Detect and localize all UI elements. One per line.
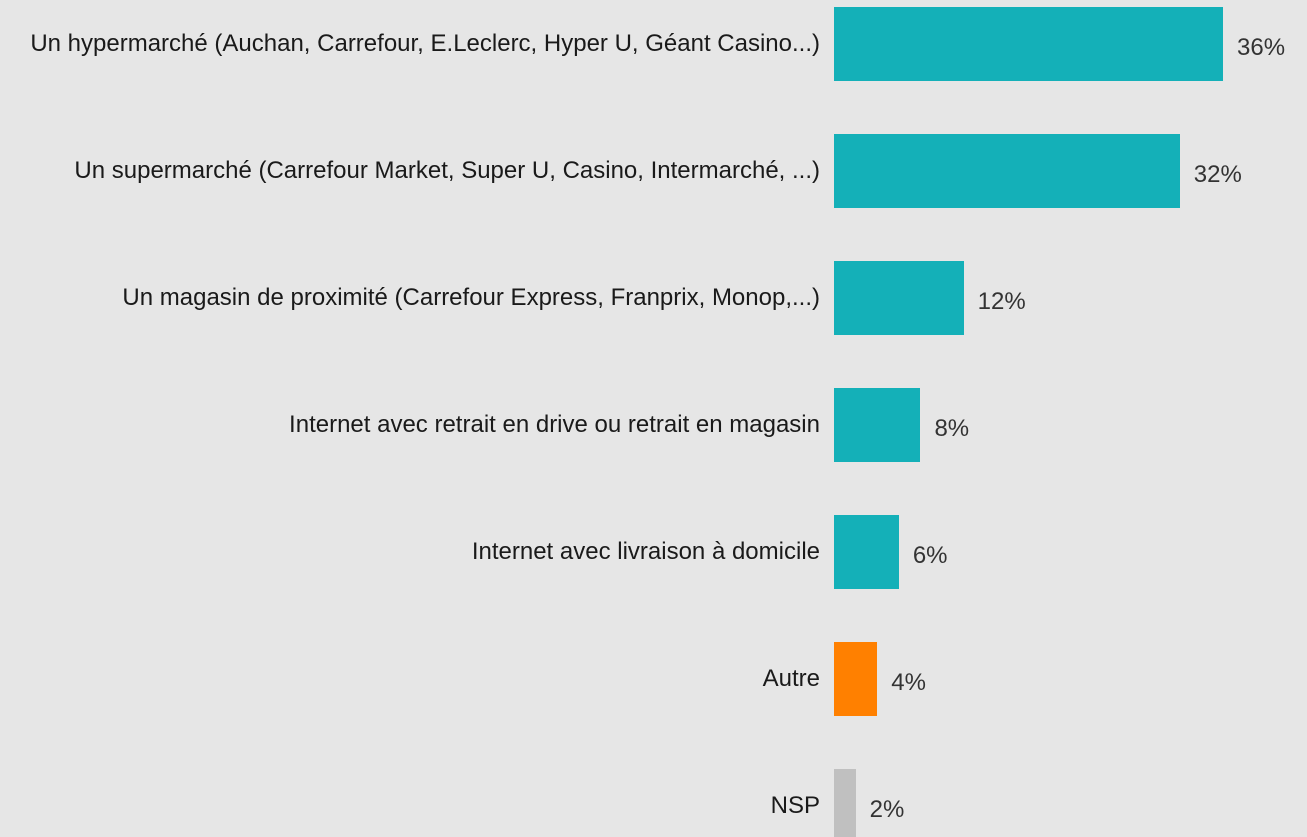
- category-text: NSP: [770, 792, 820, 819]
- bar: [834, 7, 1223, 81]
- category-label: Internet avec retrait en drive ou retrai…: [8, 388, 820, 462]
- category-label: NSP: [8, 769, 820, 837]
- bar: [834, 515, 899, 589]
- value-label: 36%: [1237, 34, 1286, 61]
- value-label: 8%: [934, 415, 970, 442]
- category-text: Un hypermarché (Auchan, Carrefour, E.Lec…: [30, 30, 820, 57]
- value-label: 32%: [1193, 161, 1242, 188]
- category-label: Un hypermarché (Auchan, Carrefour, E.Lec…: [8, 7, 820, 81]
- category-text: Internet avec livraison à domicile: [471, 538, 820, 565]
- bar: [834, 388, 921, 462]
- bar: [834, 134, 1180, 208]
- bar: [834, 769, 856, 837]
- bar: [834, 642, 878, 716]
- value-label: 2%: [869, 796, 905, 823]
- value-label: 6%: [912, 542, 948, 569]
- category-label: Internet avec livraison à domicile: [8, 515, 820, 589]
- value-label: 4%: [891, 669, 926, 696]
- category-text: Internet avec retrait en drive ou retrai…: [289, 411, 820, 438]
- category-text: Un magasin de proximité (Carrefour Expre…: [122, 284, 820, 311]
- category-text: Un supermarché (Carrefour Market, Super …: [74, 157, 820, 184]
- category-label: Autre: [8, 642, 820, 716]
- category-text: Autre: [762, 665, 820, 692]
- bar: [834, 261, 964, 335]
- value-label: 12%: [977, 288, 1026, 315]
- category-label: Un supermarché (Carrefour Market, Super …: [8, 134, 820, 208]
- category-label: Un magasin de proximité (Carrefour Expre…: [8, 261, 820, 335]
